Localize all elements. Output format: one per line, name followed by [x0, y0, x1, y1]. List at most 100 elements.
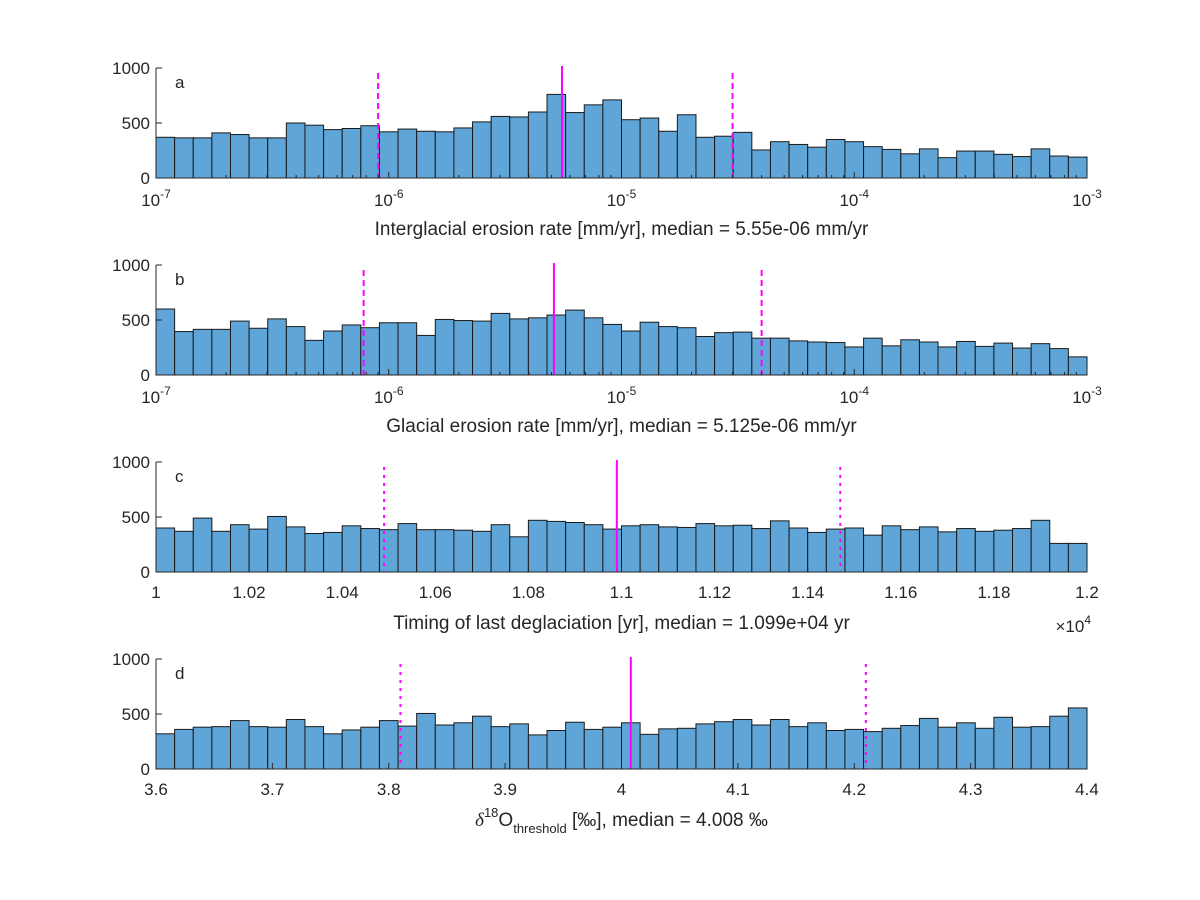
histogram-bar: [527, 317, 548, 376]
histogram-bar: [1012, 156, 1032, 179]
histogram-bar: [714, 721, 734, 770]
histogram-bar: [453, 127, 474, 179]
histogram-bar: [155, 527, 176, 573]
x-tick-label: 1.14: [791, 583, 824, 602]
histogram-bar: [211, 530, 231, 573]
histogram-bar: [621, 525, 641, 573]
histogram-bar: [714, 135, 734, 179]
histogram-bar: [267, 137, 287, 179]
histogram-bar: [434, 724, 455, 770]
histogram-bar: [658, 728, 678, 770]
histogram-bar: [490, 524, 511, 573]
histogram-bar: [732, 331, 753, 376]
histogram-bar: [434, 529, 455, 573]
x-tick-base: 10: [607, 388, 626, 407]
x-tick-label: 1.12: [698, 583, 731, 602]
x-tick-label: 1.2: [1075, 583, 1099, 602]
histogram-bar: [639, 733, 660, 770]
multiplier-exponent: 4: [1084, 613, 1091, 627]
y-tick-label: 0: [141, 760, 150, 779]
x-tick-label: 4.2: [842, 780, 866, 799]
histogram-bar: [769, 520, 790, 573]
histogram-bar: [918, 148, 939, 179]
histogram-bar: [788, 726, 809, 770]
histogram-bar: [769, 719, 790, 770]
histogram-bar: [583, 524, 604, 573]
histogram-bar: [844, 527, 865, 573]
x-tick-label: 3.8: [377, 780, 401, 799]
histogram-bar: [974, 150, 995, 179]
histogram-bar: [993, 529, 1014, 573]
histogram-bar: [881, 525, 902, 573]
histogram-bar: [1030, 148, 1051, 179]
x-tick-exponent: -6: [393, 187, 404, 201]
histogram-bar: [1049, 155, 1069, 179]
histogram-bar: [416, 334, 436, 376]
histogram-bar: [490, 115, 511, 179]
histogram-bar: [807, 722, 827, 770]
y-tick-label: 500: [122, 311, 150, 330]
histogram-bar: [1049, 348, 1069, 376]
panel-letter: b: [175, 270, 184, 289]
histogram-bar: [192, 137, 213, 179]
x-tick-base: 10: [607, 191, 626, 210]
histogram-bar: [472, 320, 492, 376]
histogram-bar: [155, 308, 176, 376]
x-tick-exponent: -6: [393, 384, 404, 398]
histogram-bar: [732, 131, 753, 179]
histogram-bar: [900, 529, 920, 573]
x-tick-label: 10-4: [839, 187, 869, 210]
histogram-bar: [285, 326, 306, 376]
histogram-bar: [956, 150, 976, 179]
histogram-bar: [1049, 715, 1069, 770]
panel-d: 0 500 1000 3.6 3.7 3.8 3.9 4 4.1 4.2 4.3 4.4 d δ18Oth…: [112, 650, 1099, 836]
histogram-bar: [881, 727, 902, 770]
panel-letter: d: [175, 664, 184, 683]
x-tick-label: 3.7: [261, 780, 285, 799]
histogram-bar: [248, 137, 269, 179]
x-tick-label: 1.16: [884, 583, 917, 602]
x-tick-base: 10: [1072, 388, 1091, 407]
histogram-bar: [937, 346, 958, 376]
x-tick-exponent: -7: [160, 187, 171, 201]
histogram-bar: [509, 723, 529, 770]
histogram-bar: [546, 730, 567, 770]
histogram-bar: [453, 722, 474, 770]
x-axis-label: Timing of last deglaciation [yr], median…: [393, 613, 850, 634]
x-tick-label: 4: [617, 780, 626, 799]
histogram-bar: [1030, 726, 1051, 770]
histogram-bar: [285, 526, 306, 573]
histogram-bar: [695, 523, 716, 573]
histogram-bar: [602, 726, 623, 770]
x-tick-label: 1.02: [233, 583, 266, 602]
histogram-bar: [751, 149, 771, 179]
histogram-bar: [751, 528, 771, 573]
x-tick-base: 10: [1072, 191, 1091, 210]
histogram-bar: [211, 132, 231, 179]
histogram-bar: [323, 733, 343, 770]
histogram-bar: [1067, 356, 1088, 376]
x-tick-label: 1.04: [326, 583, 359, 602]
histogram-bar: [565, 721, 585, 770]
histogram-bar: [341, 324, 362, 376]
histogram-bar: [490, 312, 511, 376]
x-label-rest: [‰], median = 4.008 ‰: [567, 810, 768, 831]
y-tick-label: 1000: [112, 256, 150, 275]
histogram-bar: [769, 141, 790, 179]
histogram-bar: [658, 326, 678, 376]
x-tick-label: 4.1: [726, 780, 750, 799]
histogram-bar: [192, 328, 213, 376]
histogram-bar: [583, 104, 604, 179]
histogram-bar: [453, 320, 474, 376]
histogram-bar: [676, 327, 697, 376]
x-tick-exponent: -4: [858, 187, 869, 201]
histogram-bar: [174, 331, 194, 376]
histogram-bar: [639, 117, 660, 179]
histogram-bar: [676, 727, 697, 770]
x-tick-exponent: -5: [626, 384, 637, 398]
histogram-bar: [937, 726, 958, 770]
x-tick-base: 10: [141, 191, 160, 210]
histogram-bar: [639, 524, 660, 573]
histogram-bar: [472, 530, 492, 573]
